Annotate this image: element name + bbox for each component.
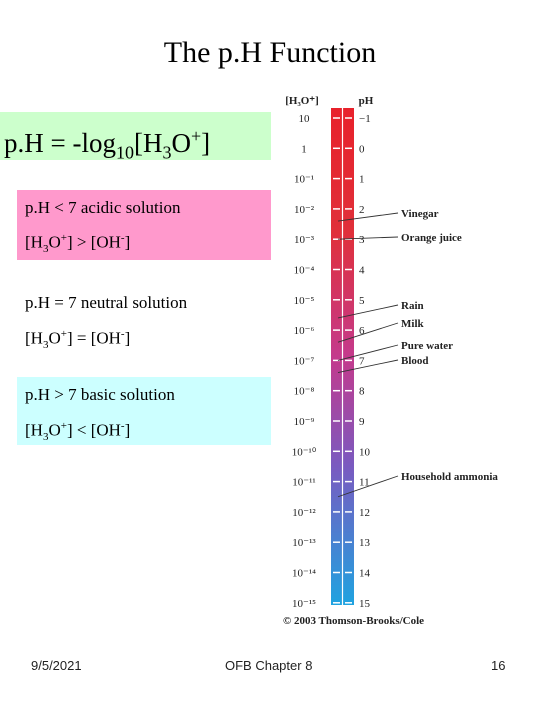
ph-tick-label: 12 [359,507,370,519]
conc-tick-label: 10⁻⁹ [294,416,315,428]
substance-pointer-line [337,304,399,319]
substance-pointer-line [337,212,399,222]
ph-tick-label: 13 [359,537,371,549]
conc-tick-label: 10⁻⁷ [294,355,315,367]
acidic-box: p.H < 7 acidic solution [H3O+] > [OH-] [17,190,271,260]
basic-l2-b: O [48,420,61,440]
ph-tick-label: −1 [359,113,371,125]
substance-label: Orange juice [401,232,462,244]
footer-date: 9/5/2021 [31,658,82,673]
conc-tick-label: 10 [299,113,311,125]
ph-tick-label: 6 [359,325,365,337]
ph-tick-label: 11 [359,477,370,489]
scale-header-ph: pH [359,95,374,107]
formula-prefix: p.H = -log [4,128,116,158]
copyright-label: © 2003 Thomson-Brooks/Cole [283,615,424,627]
acidic-l2-sup2: - [120,232,125,244]
ph-tick-label: 7 [359,355,365,367]
ph-tick-label: 15 [359,598,371,610]
substance-label: Household ammonia [401,471,498,483]
basic-box: p.H > 7 basic solution [H3O+] < [OH-] [17,377,271,445]
basic-line2: [H3O+] < [OH-] [25,420,130,443]
ph-tick-label: 1 [359,174,365,186]
ph-tick-label: 5 [359,295,365,307]
substance-pointer-line [337,475,399,498]
substance-label: Pure water [401,340,453,352]
acidic-l2-sub: 3 [42,243,49,256]
substance-pointer-line [337,344,399,361]
neutral-line1: p.H = 7 neutral solution [25,293,188,312]
ph-tick-label: 0 [359,143,365,155]
acidic-line2: [H3O+] > [OH-] [25,232,130,255]
basic-line1: p.H > 7 basic solution [25,385,175,404]
formula-bracket-close: ] [201,128,211,158]
conc-tick-label: 10⁻¹⁴ [292,568,316,580]
neutral-l2-sub: 3 [42,339,49,352]
acidic-l2-d: ] [124,232,131,252]
acidic-line1: p.H < 7 acidic solution [25,198,181,217]
basic-l2-a: [H [25,420,43,440]
slide-title: The p.H Function [163,36,377,69]
substance-pointer-line [337,236,399,240]
ph-tick-label: 10 [359,446,371,458]
acidic-l2-sup: + [60,232,67,244]
conc-tick-label: 10⁻⁸ [294,386,315,398]
basic-l2-sub: 3 [42,431,49,444]
substance-label: Rain [401,300,424,312]
conc-tick-label: 10⁻¹³ [292,537,316,549]
conc-tick-label: 10⁻¹¹ [292,477,315,489]
formula-log-base: 10 [115,142,134,163]
ph-tick-label: 14 [359,568,371,580]
neutral-l2-sup: + [60,328,67,340]
basic-l2-sup2: - [120,420,125,432]
neutral-box: p.H = 7 neutral solution [H3O+] = [OH-] [17,284,271,354]
neutral-l2-c: ] = [OH [66,328,121,348]
substance-pointer-line [337,359,399,373]
conc-tick-label: 1 [301,143,307,155]
conc-tick-label: 10⁻¹² [292,507,316,519]
formula-h-subscript: 3 [162,142,172,163]
acidic-l2-c: ] > [OH [66,232,121,252]
neutral-l2-sup2: - [120,328,125,340]
ph-tick-label: 3 [359,234,365,246]
footer-center: OFB Chapter 8 [225,658,313,673]
conc-tick-label: 10⁻¹⁵ [292,598,316,610]
substance-label: Vinegar [401,208,439,220]
neutral-l2-a: [H [25,328,43,348]
formula-bracket-open: [H [133,128,163,158]
conc-tick-label: 10⁻⁶ [294,325,315,337]
acidic-l2-b: O [48,232,61,252]
conc-tick-label: 10⁻² [294,204,315,216]
basic-l2-sup: + [60,420,67,432]
acidic-l2-a: [H [25,232,43,252]
conc-tick-label: 10⁻⁴ [294,265,315,277]
formula-oxygen: O [171,128,191,158]
neutral-l2-d: ] [124,328,131,348]
substance-label: Milk [401,318,424,330]
substance-pointer-line [337,322,399,343]
conc-tick-label: 10⁻¹ [294,174,314,186]
basic-l2-d: ] [124,420,131,440]
formula-charge: + [190,126,202,146]
ph-tick-label: 4 [359,265,365,277]
ph-formula: p.H = -log10[H3O+] [0,112,271,163]
substance-label: Blood [401,355,429,367]
neutral-l2-b: O [48,328,61,348]
ph-tick-label: 9 [359,416,365,428]
conc-tick-label: 10⁻¹⁰ [292,446,317,458]
basic-l2-c: ] < [OH [66,420,121,440]
footer-page-number: 16 [491,658,506,673]
ph-tick-label: 2 [359,204,365,216]
scale-header-concentration: [H₃O⁺] [285,95,319,107]
neutral-line2: [H3O+] = [OH-] [25,328,130,351]
ph-tick-label: 8 [359,386,365,398]
conc-tick-label: 10⁻³ [294,234,315,246]
conc-tick-label: 10⁻⁵ [294,295,315,307]
